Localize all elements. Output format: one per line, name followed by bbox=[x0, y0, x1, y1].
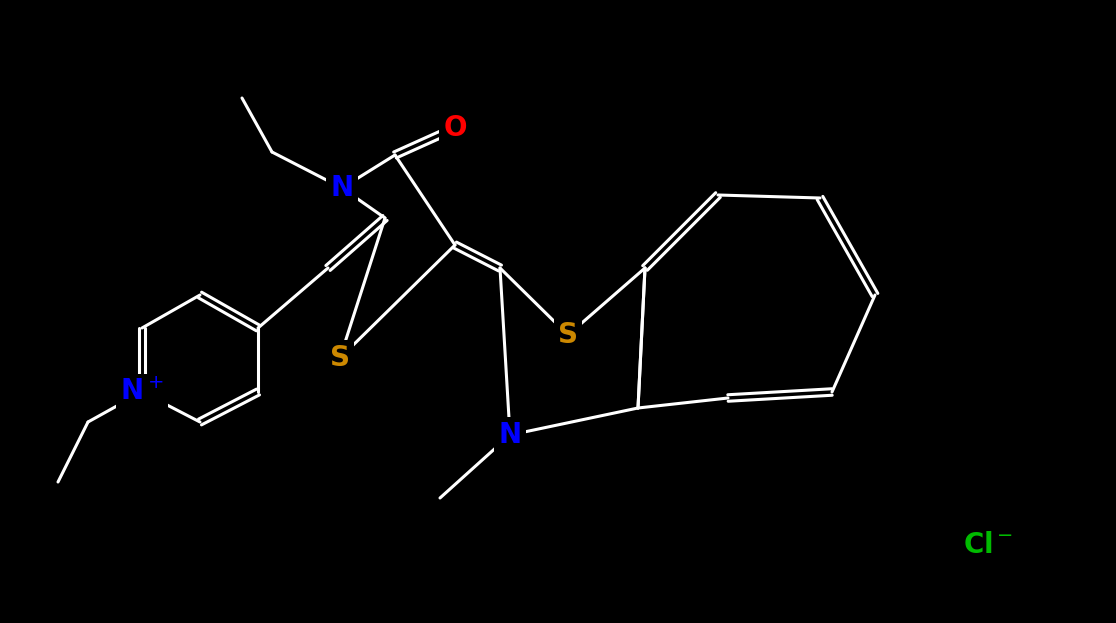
Text: N$^+$: N$^+$ bbox=[121, 378, 164, 406]
Text: N: N bbox=[330, 174, 354, 202]
Text: S: S bbox=[558, 321, 578, 349]
Text: O: O bbox=[443, 114, 466, 142]
Text: N: N bbox=[499, 421, 521, 449]
Text: S: S bbox=[330, 344, 350, 372]
Text: Cl$^-$: Cl$^-$ bbox=[963, 531, 1013, 559]
